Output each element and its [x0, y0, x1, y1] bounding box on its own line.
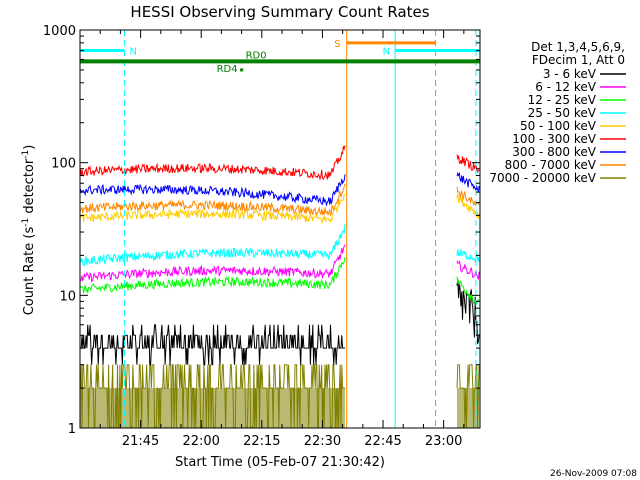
- annotation-label: S: [334, 39, 340, 50]
- annotation-label: RD0: [246, 50, 267, 61]
- series-line: [456, 249, 480, 263]
- x-tick-label: 22:30: [304, 434, 341, 449]
- series-line: [456, 171, 480, 193]
- annotation-point: [240, 68, 244, 72]
- legend: Det 1,3,4,5,6,9, FDecim 1, Att 0 3 - 6 k…: [489, 40, 626, 185]
- annotation-label: N: [129, 47, 136, 58]
- legend-label: 25 - 50 keV: [528, 106, 597, 120]
- x-tick-label: 23:00: [425, 434, 462, 449]
- legend-label: 300 - 800 keV: [512, 145, 596, 159]
- legend-label: 50 - 100 keV: [520, 119, 597, 133]
- y-axis-label-main: Count Rate (s: [22, 227, 37, 316]
- footer-timestamp: 26-Nov-2009 07:08: [550, 469, 637, 479]
- plot-frame: [79, 29, 481, 429]
- legend-label: 100 - 300 keV: [512, 132, 596, 146]
- legend-label: 12 - 25 keV: [528, 93, 597, 107]
- legend-label: 800 - 7000 keV: [505, 158, 597, 172]
- x-axis-label: Start Time (05-Feb-07 21:30:42): [175, 455, 385, 470]
- series-fill: [456, 388, 480, 428]
- series-line: [79, 145, 346, 181]
- y-tick-label: 100: [51, 157, 76, 172]
- series-layer: [79, 145, 480, 428]
- chart-title: HESSI Observing Summary Count Rates: [130, 3, 429, 21]
- y-axis-label-sup2: -1: [21, 150, 31, 159]
- y-tick-label: 10: [59, 289, 76, 304]
- annotation-label: RD4: [217, 64, 238, 75]
- series-line: [80, 324, 346, 366]
- annotation-label: N: [383, 47, 390, 58]
- legend-label: 3 - 6 keV: [543, 67, 597, 81]
- legend-label: 7000 - 20000 keV: [489, 171, 596, 185]
- y-axis-label-end: ): [22, 145, 37, 150]
- y-axis-label-mid: detector: [22, 158, 37, 218]
- legend-label: 6 - 12 keV: [535, 80, 597, 94]
- markers-layer: N N S RD0 RD4: [79, 30, 480, 428]
- legend-header-2: FDecim 1, Att 0: [532, 53, 625, 67]
- y-axis-label-sup1: -1: [21, 218, 31, 227]
- series-line: [80, 256, 346, 294]
- x-tick-label: 22:45: [364, 434, 401, 449]
- y-tick-label: 1000: [43, 24, 76, 39]
- series-fill: [80, 388, 346, 428]
- axes-layer: 21:45 22:00 22:15 22:30 22:45 23:00 1 10 100 1000: [43, 24, 480, 449]
- series-line: [79, 174, 346, 207]
- x-tick-label: 22:15: [243, 434, 280, 449]
- legend-header-1: Det 1,3,4,5,6,9,: [531, 40, 625, 54]
- y-axis-label: Count Rate (s-1 detector-1): [21, 145, 37, 316]
- series-line: [79, 223, 346, 267]
- y-tick-label: 1: [68, 422, 76, 437]
- x-tick-label: 21:45: [122, 434, 159, 449]
- x-tick-label: 22:00: [182, 434, 219, 449]
